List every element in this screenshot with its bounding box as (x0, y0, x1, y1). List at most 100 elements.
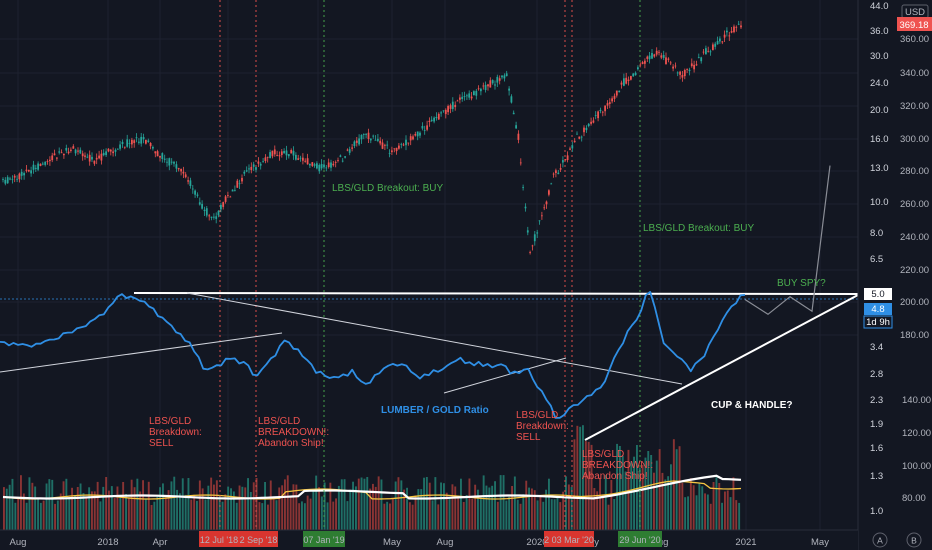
volume-bar (284, 479, 286, 530)
spy-candle-body (630, 76, 632, 80)
annotation-line: SELL (516, 432, 541, 443)
spy-candle-body (37, 163, 39, 170)
volume-bar (715, 477, 718, 530)
spy-candle-body (182, 171, 185, 174)
spy-candle-body (384, 144, 386, 146)
spy-candle-body (123, 146, 126, 148)
volume-bar (74, 496, 76, 530)
volume-bar (550, 499, 553, 530)
spy-candle-body (39, 163, 42, 166)
spy-candle-body (381, 142, 384, 149)
spy-candle-body (145, 139, 147, 144)
spy-candle-body (395, 147, 398, 152)
volume-bar (377, 476, 380, 530)
volume-bar (127, 497, 130, 530)
spy-candle-body (714, 43, 717, 47)
inner-tick-label: 36.0 (870, 26, 889, 37)
spy-candle-body (522, 187, 524, 188)
volume-bar (162, 483, 164, 530)
spy-candle-body (58, 151, 61, 153)
volume-bar (244, 487, 247, 530)
volume-bar (213, 484, 215, 530)
volume-bar (613, 499, 616, 530)
spy-candle-body (634, 72, 637, 76)
volume-bar (332, 501, 335, 530)
trendlines (0, 292, 859, 441)
badge-blue (864, 303, 892, 315)
event-vertical-lines (219, 0, 641, 530)
spy-candle-body (716, 40, 719, 45)
spy-candle-body (149, 143, 152, 147)
volume-bar (687, 496, 689, 530)
volume-bar (428, 482, 431, 530)
spy-candle-body (559, 168, 562, 170)
spy-candle-body (355, 140, 358, 143)
spy-candle-body (737, 23, 740, 25)
volume-bar (414, 495, 417, 530)
scale-button-label: A (877, 536, 883, 546)
right-tick-label: 360.00 (900, 34, 929, 45)
volume-bar (59, 493, 62, 530)
volume-bar (133, 487, 136, 530)
spy-candle-body (566, 155, 569, 160)
volume-bar (196, 500, 198, 530)
spy-candle-body (203, 209, 206, 211)
volume-bar (261, 503, 264, 530)
spy-candle-body (437, 113, 440, 120)
spy-candle-body (180, 169, 182, 172)
last-price-badge (897, 17, 932, 31)
volume-bar (99, 501, 102, 530)
volume-bar (400, 480, 403, 530)
spy-candle-body (740, 25, 742, 28)
volume-bar (241, 486, 244, 530)
projection-line (744, 165, 831, 316)
volume-bar (108, 490, 110, 530)
spy-candle-body (391, 150, 393, 153)
spy-candle-body (644, 60, 646, 64)
annotation-line: CUP & HANDLE? (711, 400, 792, 411)
spy-candle-body (70, 149, 72, 151)
volume-bar (491, 485, 494, 530)
volume-bar (20, 475, 22, 530)
white-moving-average (2, 474, 742, 500)
right-tick-label: 220.00 (900, 265, 929, 276)
volume-bar (14, 502, 17, 530)
spy-candle-body (571, 145, 574, 149)
volume-bar (329, 482, 332, 530)
spy-candle-body (60, 152, 63, 154)
volume-bar (218, 495, 221, 530)
volume-bar (45, 483, 48, 530)
volume-bar (630, 461, 633, 530)
spy-candle-body (273, 149, 276, 155)
spy-candle-body (86, 156, 89, 158)
volume-bar (570, 487, 573, 530)
event-date-label: 2 03 Mar '20 (544, 535, 594, 545)
right-tick-label: 260.00 (900, 199, 929, 210)
spy-candle-body (641, 62, 644, 64)
spy-candle-body (697, 57, 700, 58)
volume-bar (360, 477, 363, 530)
spy-candle-body (208, 215, 211, 217)
spy-candle-body (491, 80, 494, 84)
spy-candle-body (538, 220, 541, 222)
spy-candle-body (480, 88, 482, 92)
spy-candle-body (519, 162, 522, 164)
volume-bar (661, 472, 664, 530)
spy-candle-body (533, 234, 536, 242)
volume-bar (91, 491, 93, 530)
volume-bar (684, 497, 687, 530)
badge-countdown-label: 1d 9h (866, 317, 890, 328)
volume-bar (505, 500, 508, 530)
spy-candle-body (53, 153, 56, 156)
volume-bar (22, 493, 25, 530)
volume-bar (309, 498, 312, 530)
volume-bar (389, 503, 391, 530)
volume-bar (156, 496, 159, 530)
volume-bar (403, 489, 406, 530)
spy-candle-body (658, 51, 660, 53)
annotation-line: Breakdown: (516, 421, 569, 432)
volume-bar (678, 446, 681, 530)
spy-candle-body (259, 163, 262, 166)
volume-bar (417, 489, 420, 530)
volume-bar (136, 478, 139, 530)
